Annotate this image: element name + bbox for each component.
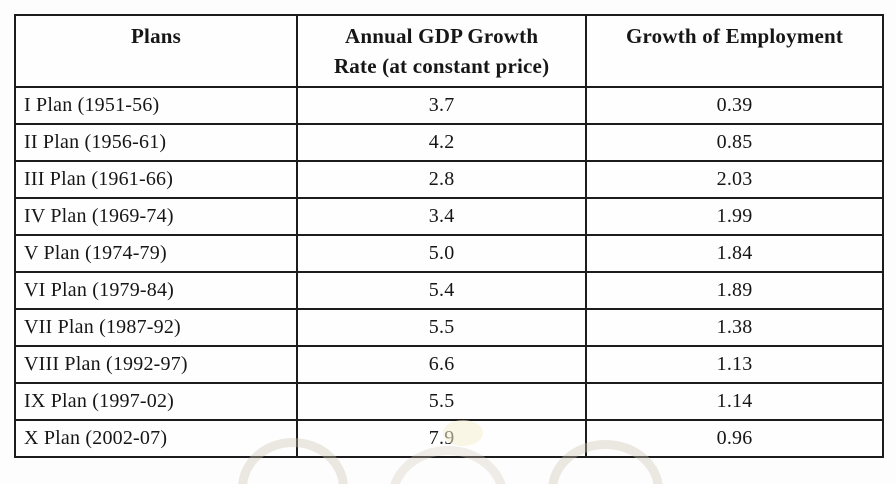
employment-growth-cell: 1.38 [585, 308, 884, 347]
plan-name-cell: VII Plan (1987-92) [13, 308, 299, 347]
gdp-growth-cell: 6.6 [296, 345, 588, 384]
employment-growth-cell: 0.96 [585, 419, 884, 458]
table-row: X Plan (2002-07) 7.9 0.96 [13, 419, 884, 458]
plan-name-cell: IV Plan (1969-74) [13, 197, 299, 236]
gdp-growth-cell: 4.2 [296, 123, 588, 162]
gdp-growth-cell: 2.8 [296, 160, 588, 199]
table-row: I Plan (1951-56) 3.7 0.39 [13, 86, 884, 125]
table-row: II Plan (1956-61) 4.2 0.85 [13, 123, 884, 162]
plan-name-cell: II Plan (1956-61) [13, 123, 299, 162]
table-row: VII Plan (1987-92) 5.5 1.38 [13, 308, 884, 347]
gdp-growth-cell: 5.0 [296, 234, 588, 273]
plans-growth-table: Plans Annual GDP Growth Rate (at constan… [13, 14, 884, 458]
table-row: III Plan (1961-66) 2.8 2.03 [13, 160, 884, 199]
plan-name-cell: I Plan (1951-56) [13, 86, 299, 125]
plan-name-cell: X Plan (2002-07) [13, 419, 299, 458]
gdp-growth-cell: 5.5 [296, 382, 588, 421]
employment-growth-cell: 2.03 [585, 160, 884, 199]
plan-name-cell: III Plan (1961-66) [13, 160, 299, 199]
employment-growth-cell: 1.13 [585, 345, 884, 384]
table-row: IV Plan (1969-74) 3.4 1.99 [13, 197, 884, 236]
gdp-growth-cell: 7.9 [296, 419, 588, 458]
col-header-plans: Plans [13, 14, 299, 88]
employment-growth-cell: 1.84 [585, 234, 884, 273]
table-row: VI Plan (1979-84) 5.4 1.89 [13, 271, 884, 310]
gdp-growth-cell: 5.5 [296, 308, 588, 347]
table-row: VIII Plan (1992-97) 6.6 1.13 [13, 345, 884, 384]
employment-growth-cell: 1.99 [585, 197, 884, 236]
plan-name-cell: IX Plan (1997-02) [13, 382, 299, 421]
plan-name-cell: VI Plan (1979-84) [13, 271, 299, 310]
employment-growth-cell: 0.85 [585, 123, 884, 162]
col-header-employment-growth: Growth of Employment [585, 14, 884, 88]
table-row: IX Plan (1997-02) 5.5 1.14 [13, 382, 884, 421]
employment-growth-cell: 0.39 [585, 86, 884, 125]
gdp-growth-cell: 3.7 [296, 86, 588, 125]
gdp-growth-cell: 5.4 [296, 271, 588, 310]
table-row: V Plan (1974-79) 5.0 1.84 [13, 234, 884, 273]
employment-growth-cell: 1.89 [585, 271, 884, 310]
gdp-growth-cell: 3.4 [296, 197, 588, 236]
table-header-row: Plans Annual GDP Growth Rate (at constan… [13, 14, 884, 88]
plan-name-cell: V Plan (1974-79) [13, 234, 299, 273]
plan-name-cell: VIII Plan (1992-97) [13, 345, 299, 384]
col-header-gdp-growth-rate: Annual GDP Growth Rate (at constant pric… [296, 14, 588, 88]
employment-growth-cell: 1.14 [585, 382, 884, 421]
